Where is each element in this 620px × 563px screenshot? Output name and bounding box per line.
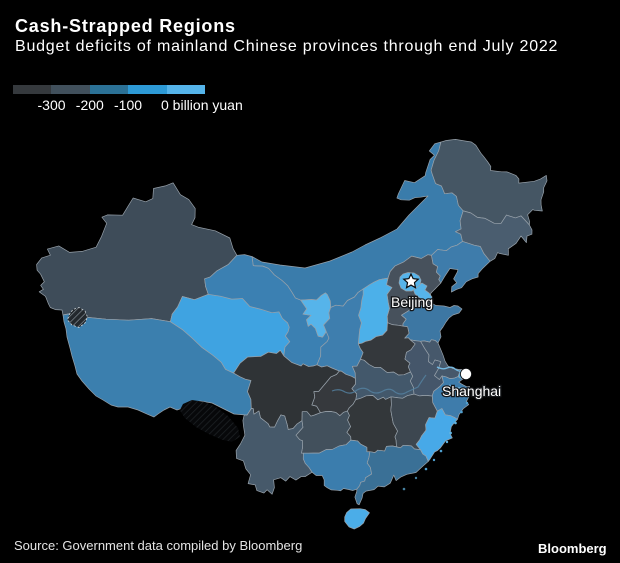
svg-text:Beijing: Beijing [391, 294, 433, 310]
svg-text:Shanghai: Shanghai [442, 383, 501, 399]
